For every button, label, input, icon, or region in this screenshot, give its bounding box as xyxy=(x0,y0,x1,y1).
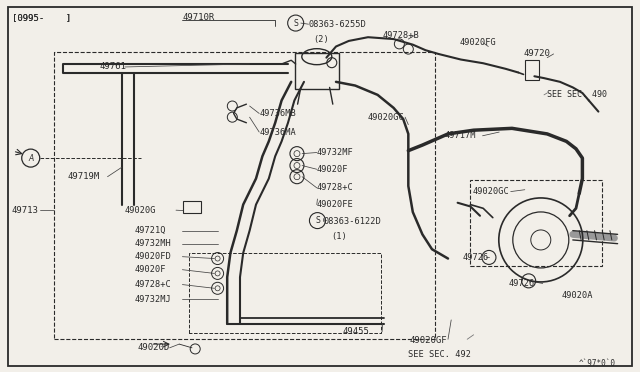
Text: 08363-6122D: 08363-6122D xyxy=(323,217,381,226)
Text: [0995-    ]: [0995- ] xyxy=(12,13,70,22)
Text: 49020FE: 49020FE xyxy=(317,200,353,209)
Text: 49020F: 49020F xyxy=(134,265,166,274)
Text: 49020GC: 49020GC xyxy=(472,187,509,196)
Text: 49761: 49761 xyxy=(99,62,126,71)
Text: 49710R: 49710R xyxy=(182,13,214,22)
Text: 49020FG: 49020FG xyxy=(460,38,496,47)
Text: 49732MJ: 49732MJ xyxy=(134,295,171,304)
Text: 49721Q: 49721Q xyxy=(134,226,166,235)
Text: 49736MB: 49736MB xyxy=(259,109,296,118)
Text: 49732MF: 49732MF xyxy=(317,148,353,157)
Text: 49720: 49720 xyxy=(524,49,550,58)
Text: ^`97*0`0: ^`97*0`0 xyxy=(579,359,616,368)
Circle shape xyxy=(215,256,220,261)
Text: 49728+C: 49728+C xyxy=(317,183,353,192)
Text: 49736MA: 49736MA xyxy=(259,128,296,137)
Text: SEE SEC. 492: SEE SEC. 492 xyxy=(408,350,471,359)
Text: 49020A: 49020A xyxy=(562,291,593,300)
Text: 49732MH: 49732MH xyxy=(134,239,171,248)
Circle shape xyxy=(215,271,220,276)
Text: 49455: 49455 xyxy=(342,327,369,336)
Text: 49717M: 49717M xyxy=(445,131,476,140)
Bar xyxy=(54,52,435,339)
Text: 08363-6255D: 08363-6255D xyxy=(308,20,366,29)
Text: 49020G: 49020G xyxy=(125,206,156,215)
Text: 49726: 49726 xyxy=(509,279,535,288)
Text: 49728+B: 49728+B xyxy=(383,31,419,40)
Text: 49020F: 49020F xyxy=(317,165,348,174)
Text: 49726: 49726 xyxy=(462,253,488,262)
Bar xyxy=(525,60,539,80)
Text: S: S xyxy=(293,19,298,28)
Circle shape xyxy=(215,286,220,291)
Bar xyxy=(470,180,602,266)
Text: 49719M: 49719M xyxy=(67,172,99,181)
Text: SEE SEC. 490: SEE SEC. 490 xyxy=(547,90,607,99)
Text: S: S xyxy=(315,216,320,225)
Text: A: A xyxy=(28,154,33,163)
Text: 49728+C: 49728+C xyxy=(134,280,171,289)
Text: (1): (1) xyxy=(332,232,348,241)
Text: [0995-    ]: [0995- ] xyxy=(12,13,70,22)
Text: 49020GC: 49020GC xyxy=(368,113,404,122)
Text: 49020FD: 49020FD xyxy=(134,252,171,261)
Text: 49020GF: 49020GF xyxy=(410,336,447,345)
Bar xyxy=(183,201,201,213)
Text: 49713: 49713 xyxy=(12,206,38,215)
Text: (2): (2) xyxy=(314,35,330,44)
Bar xyxy=(295,53,339,89)
Text: 49020D: 49020D xyxy=(138,343,170,352)
